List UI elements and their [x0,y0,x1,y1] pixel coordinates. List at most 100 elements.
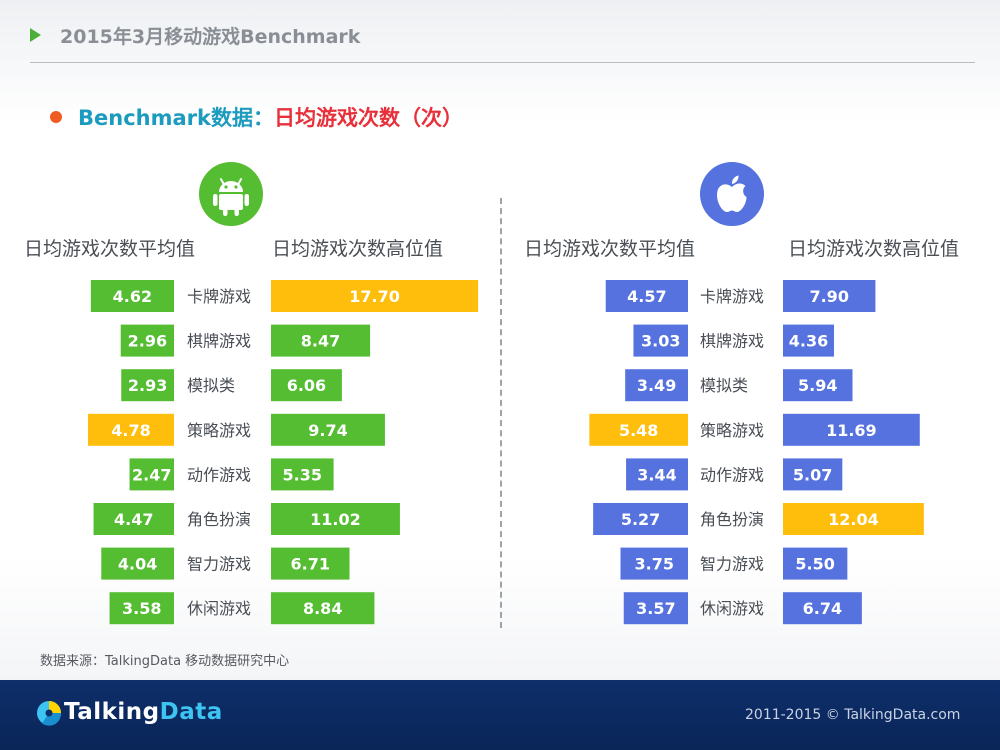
ios-category-label: 策略游戏 [700,421,764,440]
android-avg-value: 2.47 [132,465,171,484]
benchmark-bar-charts: 4.62 卡牌游戏 17.70 2.96 棋牌游戏 8.47 2.93 模拟类 6.06 4.78… [87,280,924,625]
android-avg-value: 4.78 [111,421,150,440]
logo-talking: Talking [64,699,160,725]
android-high-bar [271,458,334,491]
footer-bar [0,680,1000,750]
bullet-dot-icon [50,111,62,123]
data-source-note: 数据来源：TalkingData 移动数据研究中心 [40,654,290,669]
android-high-value: 6.71 [291,555,330,574]
ios-avg-value: 3.49 [637,376,676,395]
android-high-bar [271,369,342,402]
ios-avg-value: 3.75 [635,555,674,574]
android-avg-bar [129,458,174,491]
ios-high-value: 12.04 [828,510,879,529]
ios-avg-value: 3.44 [637,465,676,484]
ios-avg-value: 5.27 [621,510,660,529]
android-avg-header: 日均游戏次数平均值 [24,238,196,260]
android-high-value: 9.74 [308,421,347,440]
android-high-bar [271,413,385,446]
ios-avg-header: 日均游戏次数平均值 [524,238,696,260]
ios-avg-value: 3.03 [641,332,680,351]
android-avg-value: 4.04 [118,555,157,574]
android-high-bar [271,547,350,580]
platform-divider [500,198,502,628]
android-category-label: 休闲游戏 [187,599,251,618]
logo-data: Data [159,699,223,725]
android-avg-value: 4.62 [113,287,152,306]
android-high-value: 11.02 [310,510,361,529]
android-icon [199,162,263,226]
android-high-header: 日均游戏次数高位值 [272,238,444,260]
ios-avg-bar [625,369,688,402]
ios-category-label: 棋牌游戏 [700,332,764,351]
android-high-bar [271,592,375,625]
android-high-bar [271,503,400,535]
android-avg-bar [109,592,174,625]
android-category-label: 角色扮演 [187,510,251,529]
android-category-label: 棋牌游戏 [187,332,251,351]
ios-high-bar [783,592,862,625]
ios-avg-value: 4.57 [627,287,666,306]
copyright-text: 2011-2015 © TalkingData.com [745,707,961,723]
ios-category-label: 智力游戏 [700,555,764,574]
android-avg-value: 3.58 [122,599,161,618]
play-arrow-icon [30,28,41,42]
ios-high-bar [783,324,835,357]
ios-high-bar [783,280,876,312]
ios-high-value: 5.50 [795,555,834,574]
ios-avg-bar [633,324,688,357]
ios-high-bar [783,458,843,491]
android-avg-bar [93,503,174,535]
subtitle-label: Benchmark数据： [78,106,274,130]
ios-category-label: 动作游戏 [700,465,764,484]
ios-high-bar [783,413,920,446]
ios-high-value: 11.69 [826,421,877,440]
ios-category-label: 休闲游戏 [700,599,764,618]
android-avg-bar [101,547,174,580]
ios-avg-bar [626,458,688,491]
section-subtitle: Benchmark数据：日均游戏次数（次） [78,102,463,132]
ios-avg-bar [620,547,688,580]
ios-high-bar [783,503,924,535]
ios-avg-bar [605,280,688,312]
ios-avg-bar [623,592,688,625]
ios-avg-value: 5.48 [619,421,658,440]
ios-avg-bar [589,413,688,446]
apple-icon [700,162,764,226]
ios-high-value: 7.90 [809,287,848,306]
android-avg-value: 2.93 [128,376,167,395]
ios-high-header: 日均游戏次数高位值 [788,238,960,260]
android-high-bar [271,324,371,357]
ios-high-value: 5.07 [793,465,832,484]
android-category-label: 模拟类 [187,376,235,395]
ios-high-bar [783,369,853,402]
header-divider [30,62,975,63]
ios-category-label: 模拟类 [700,376,748,395]
subtitle-metric: 日均游戏次数（次） [273,106,463,130]
android-high-value: 6.06 [287,376,326,395]
ios-high-bar [783,547,848,580]
ios-avg-bar [593,503,688,535]
talkingdata-logo-text: TalkingData [64,699,223,725]
android-avg-bar [120,324,174,357]
ios-category-label: 角色扮演 [700,510,764,529]
android-category-label: 策略游戏 [187,421,251,440]
android-high-value: 5.35 [283,465,322,484]
talkingdata-logo-icon [37,701,62,726]
android-category-label: 卡牌游戏 [187,287,251,306]
ios-high-value: 6.74 [803,599,842,618]
ios-avg-value: 3.57 [636,599,675,618]
ios-category-label: 卡牌游戏 [700,287,764,306]
android-high-bar [271,280,479,312]
android-avg-bar [121,369,174,402]
android-avg-bar [90,280,174,312]
android-high-value: 8.47 [301,332,340,351]
android-high-value: 8.84 [303,599,342,618]
page-title: 2015年3月移动游戏Benchmark [60,26,361,48]
android-high-value: 17.70 [349,287,400,306]
android-category-label: 智力游戏 [187,555,251,574]
ios-high-value: 4.36 [789,332,828,351]
android-avg-value: 2.96 [128,332,167,351]
android-avg-value: 4.47 [114,510,153,529]
android-avg-bar [87,413,174,446]
